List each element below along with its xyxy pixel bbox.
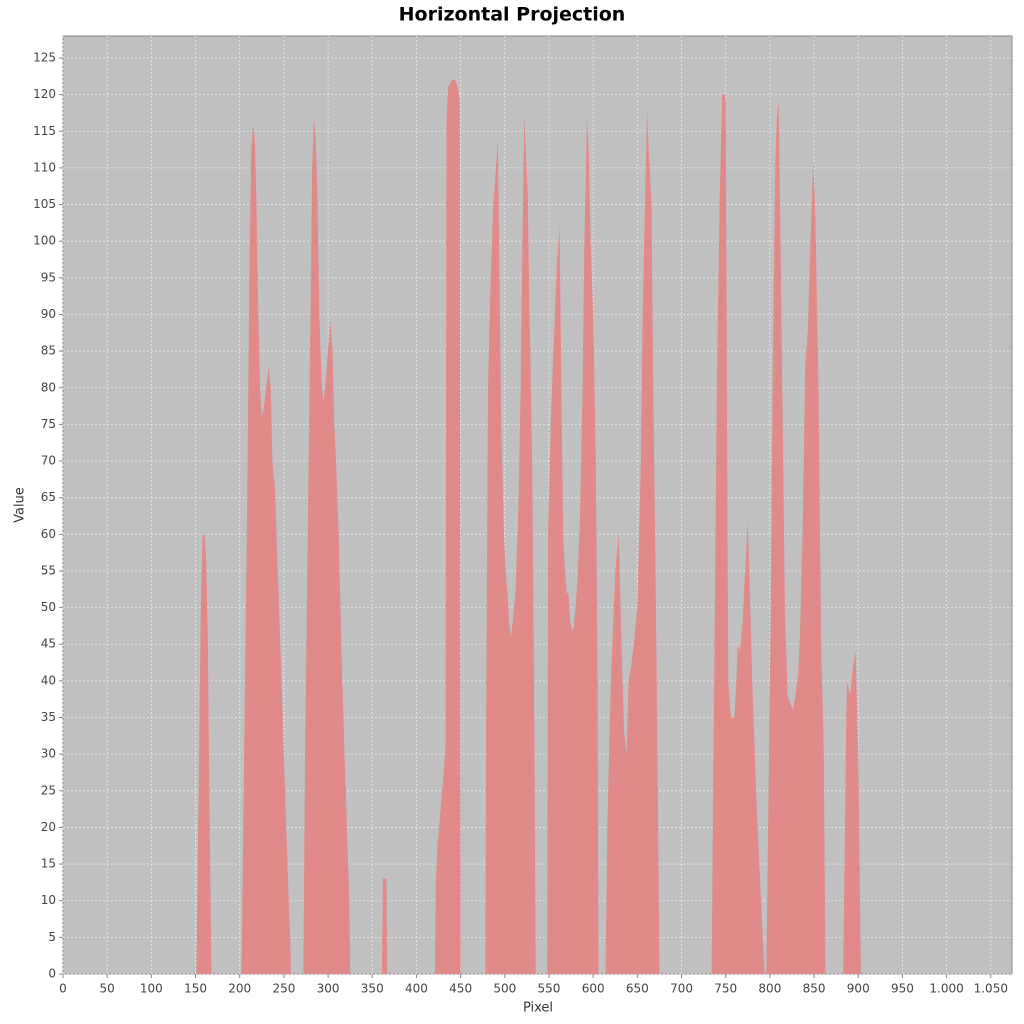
x-tick-label: 750	[714, 982, 737, 996]
x-tick-label: 350	[361, 982, 384, 996]
x-tick-label: 100	[140, 982, 163, 996]
chart-title: Horizontal Projection	[399, 4, 626, 26]
marks	[63, 79, 1012, 974]
x-axis-label: Pixel	[523, 1001, 553, 1016]
y-tick-label: 25	[41, 783, 56, 797]
x-tick-label: 600	[582, 982, 605, 996]
y-tick-label: 5	[48, 930, 56, 944]
x-tick-label: 800	[758, 982, 781, 996]
y-tick-label: 105	[33, 197, 56, 211]
y-tick-label: 110	[33, 160, 56, 174]
x-tick-label: 300	[317, 982, 340, 996]
x-tick-label: 200	[228, 982, 251, 996]
y-tick-label: 15	[41, 857, 56, 871]
x-tick-label: 500	[493, 982, 516, 996]
y-tick-label: 65	[41, 490, 56, 504]
x-tick-label: 650	[626, 982, 649, 996]
y-tick-label: 45	[41, 637, 56, 651]
y-tick-label: 20	[41, 820, 56, 834]
y-tick-label: 0	[48, 967, 56, 981]
y-tick-label: 35	[41, 710, 56, 724]
y-tick-label: 100	[33, 234, 56, 248]
y-tick-label: 30	[41, 747, 56, 761]
x-tick-label: 950	[891, 982, 914, 996]
x-tick-label: 1.050	[974, 982, 1008, 996]
y-tick-label: 75	[41, 417, 56, 431]
y-tick-label: 90	[41, 307, 56, 321]
x-tick-label: 50	[100, 982, 115, 996]
y-tick-label: 95	[41, 270, 56, 284]
y-axis-label: Value	[13, 487, 28, 523]
x-tick-label: 900	[847, 982, 870, 996]
x-tick-label: 1.000	[929, 982, 963, 996]
x-tick-label: 150	[184, 982, 207, 996]
y-tick-label: 70	[41, 454, 56, 468]
y-tick-label: 80	[41, 380, 56, 394]
y-tick-label: 125	[33, 50, 56, 64]
area	[63, 79, 1012, 974]
y-tick-label: 50	[41, 600, 56, 614]
y-tick-label: 120	[33, 87, 56, 101]
x-tick-label: 400	[405, 982, 428, 996]
y-tick-label: 55	[41, 563, 56, 577]
x-tick-label: 0	[59, 982, 67, 996]
x-tick-label: 700	[670, 982, 693, 996]
y-tick-label: 115	[33, 124, 56, 138]
y-tick-label: 10	[41, 893, 56, 907]
y-tick-label: 40	[41, 673, 56, 687]
x-tick-label: 550	[538, 982, 561, 996]
axes: 0 5 10 15 20 25 30 35 40 45 50 55 60 65 70 75 80 85 90 95 10…	[33, 50, 1008, 995]
x-tick-label: 850	[803, 982, 826, 996]
y-tick-label: 60	[41, 527, 56, 541]
y-tick-label: 85	[41, 344, 56, 358]
x-tick-label: 450	[449, 982, 472, 996]
x-tick-label: 250	[272, 982, 295, 996]
